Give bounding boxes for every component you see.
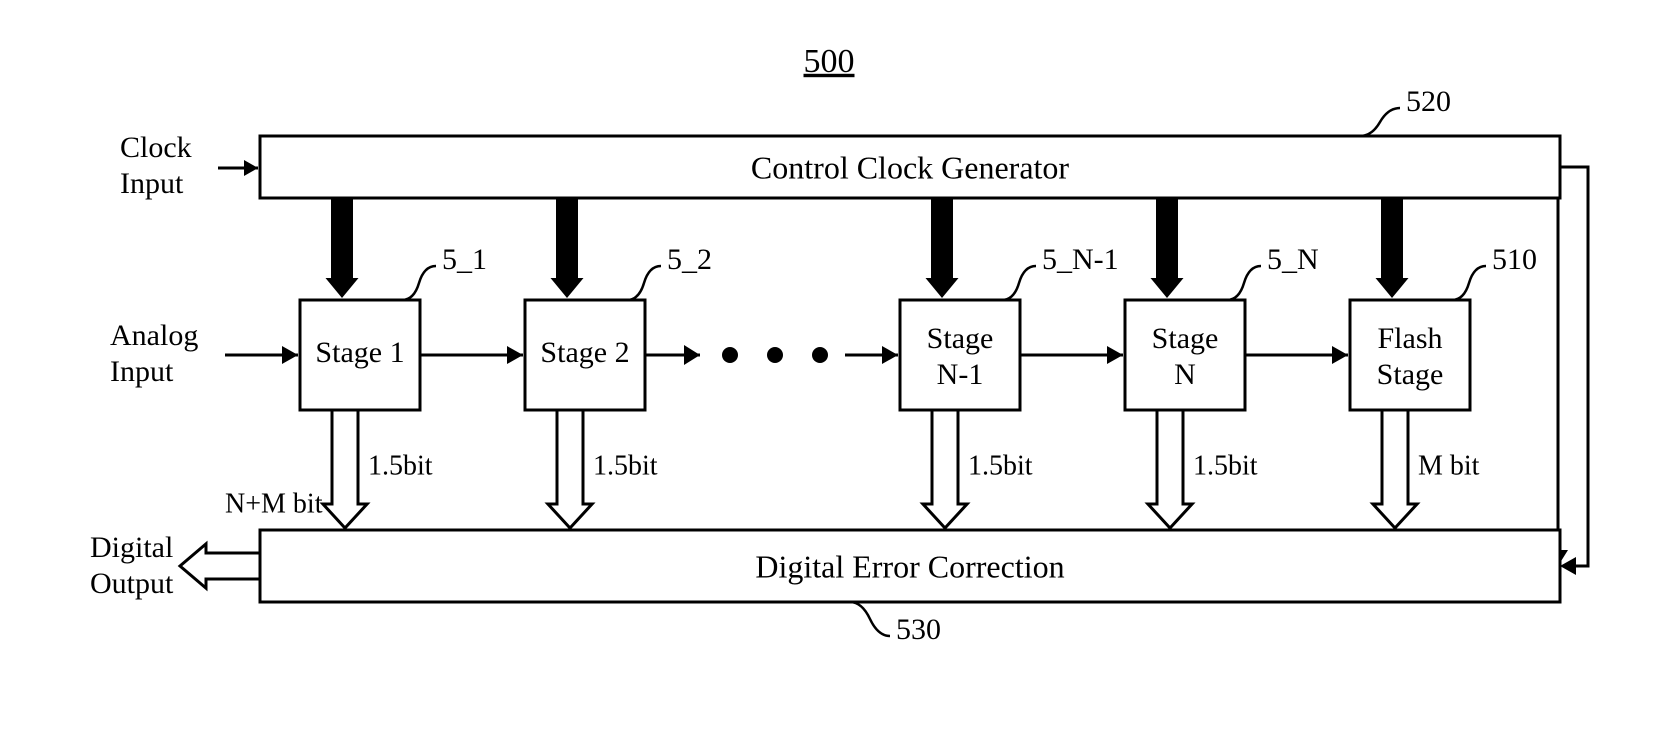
stage-output-bits: 1.5bit: [1193, 450, 1258, 481]
svg-text:510: 510: [1492, 243, 1537, 276]
pipeline-adc-diagram: 500 Control Clock Generator 520 ClockInput S…: [0, 0, 1659, 733]
output-bits-label: N+M bit: [225, 488, 323, 519]
stage-label: Stage 1: [315, 336, 404, 369]
digital-output-label: DigitalOutput: [90, 531, 174, 600]
stage-output-bits: 1.5bit: [593, 450, 658, 481]
pipeline-stage: [1125, 300, 1245, 410]
svg-text:520: 520: [1406, 85, 1451, 118]
pipeline-stage: [1350, 300, 1470, 410]
clock-input-label: ClockInput: [120, 131, 192, 200]
stage-output-bits: M bit: [1418, 450, 1480, 481]
control-clock-generator-label: Control Clock Generator: [751, 149, 1069, 185]
svg-text:5_N: 5_N: [1267, 243, 1319, 276]
stage-output-bits: 1.5bit: [968, 450, 1033, 481]
svg-text:5_2: 5_2: [667, 243, 712, 276]
stage-label: Stage 2: [540, 336, 629, 369]
pipeline-stage: [900, 300, 1020, 410]
digital-error-correction-label: Digital Error Correction: [755, 548, 1064, 584]
svg-text:5_1: 5_1: [442, 243, 487, 276]
stage-output-bits: 1.5bit: [368, 450, 433, 481]
svg-text:5_N-1: 5_N-1: [1042, 243, 1119, 276]
svg-text:530: 530: [896, 613, 941, 646]
figure-number: 500: [804, 43, 855, 80]
analog-input-label: AnalogInput: [110, 319, 198, 388]
